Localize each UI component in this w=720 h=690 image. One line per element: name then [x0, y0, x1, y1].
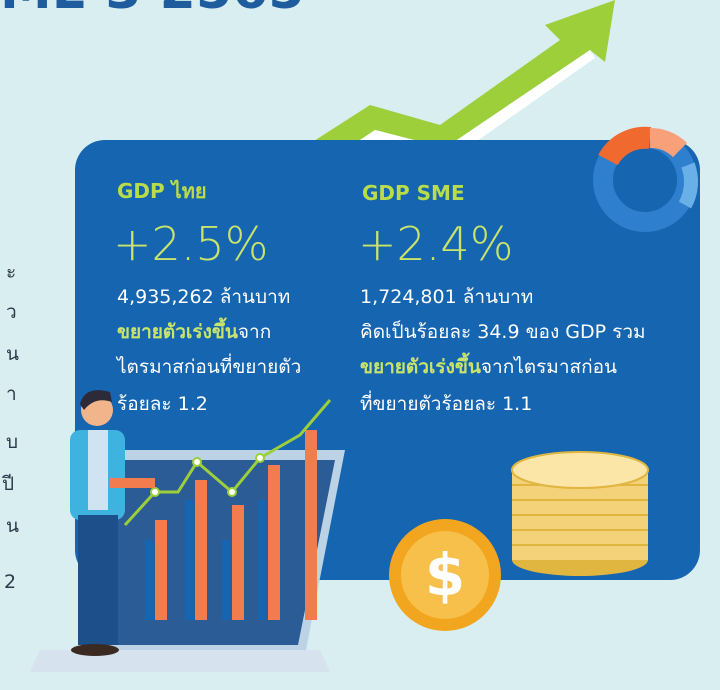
donut-icon [593, 126, 698, 232]
title: ME 3 2565 [0, 0, 304, 21]
card-line: ขยายตัวเร่งขึ้นจาก [117, 317, 271, 343]
card-line: ที่ขยายตัวร้อยละ 1.1 [360, 390, 532, 415]
fragment: 2 [4, 571, 16, 593]
fragment: ว [6, 301, 17, 323]
card-share: คิดเป็นร้อยละ 34.9 ของ GDP รวม [360, 319, 646, 343]
fragment: ปี [1, 473, 14, 495]
card-line: ขยายตัวเร่งขึ้นจากไตรมาสก่อน [360, 352, 617, 378]
card-amount: 1,724,801 ล้านบาท [360, 286, 533, 308]
fragment: ะ [6, 261, 16, 283]
fragment: บ [6, 431, 18, 453]
card-amount: 4,935,262 ล้านบาท [117, 286, 290, 308]
card-growth: +2.5% [113, 217, 268, 271]
person-illustration [70, 390, 155, 656]
card-line: ไตรมาสก่อนที่ขยายตัว [115, 353, 301, 378]
line: จากไตรมาสก่อน [481, 356, 617, 378]
card-label: GDP ไทย [117, 179, 207, 203]
line: จาก [238, 321, 271, 343]
card-growth: +2.4% [358, 217, 513, 271]
fragment: า [6, 383, 17, 405]
highlight: ขยายตัวเร่งขึ้น [360, 352, 481, 378]
fragment: น [6, 343, 19, 365]
card-line: ร้อยละ 1.2 [117, 393, 208, 415]
coin-stack [511, 451, 649, 576]
laptop-chart-illustration [30, 399, 345, 672]
gold-coin: $ [389, 519, 501, 631]
coin-symbol: $ [425, 541, 465, 609]
side-fragments: ะ ว น า บ ปี น 2 [1, 261, 19, 593]
card-label: GDP SME [362, 181, 465, 205]
highlight: ขยายตัวเร่งขึ้น [117, 317, 238, 343]
growth-arrow [300, 0, 615, 165]
fragment: น [6, 515, 19, 537]
